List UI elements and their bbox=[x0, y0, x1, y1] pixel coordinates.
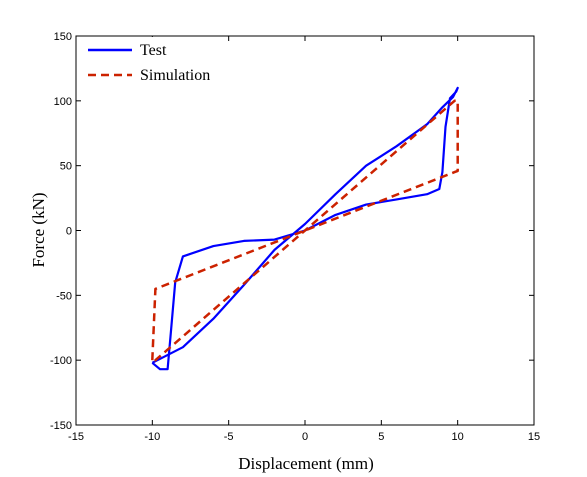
y-axis: -150 -100 -50 0 50 100 150 bbox=[50, 31, 534, 432]
y-tick-label: -150 bbox=[50, 420, 72, 432]
series-layer bbox=[151, 86, 459, 371]
y-tick-label: 0 bbox=[66, 226, 72, 238]
x-axis-title: Displacement (mm) bbox=[238, 454, 374, 473]
y-axis-title: Force (kN) bbox=[29, 192, 48, 267]
series-line-test bbox=[151, 86, 459, 371]
x-tick-label: 15 bbox=[528, 431, 540, 443]
y-tick-label: 50 bbox=[60, 161, 72, 173]
x-tick-label: -10 bbox=[144, 431, 160, 443]
legend-box bbox=[82, 37, 224, 89]
y-tick-label: -100 bbox=[50, 355, 72, 367]
x-tick-label: -15 bbox=[68, 431, 84, 443]
x-tick-label: 10 bbox=[452, 431, 464, 443]
legend-label-test: Test bbox=[140, 42, 167, 59]
x-tick-label: 0 bbox=[302, 431, 308, 443]
y-tick-label: 100 bbox=[54, 96, 72, 108]
legend-label-simulation: Simulation bbox=[140, 67, 210, 84]
y-tick-label: -50 bbox=[56, 290, 72, 302]
series-line-simulation bbox=[151, 99, 459, 362]
x-axis: -15 -10 -5 0 5 10 15 bbox=[68, 36, 540, 443]
legend: Test Simulation bbox=[82, 37, 224, 89]
x-tick-label: 5 bbox=[378, 431, 384, 443]
x-tick-label: -5 bbox=[224, 431, 234, 443]
y-tick-label: 150 bbox=[54, 31, 72, 43]
